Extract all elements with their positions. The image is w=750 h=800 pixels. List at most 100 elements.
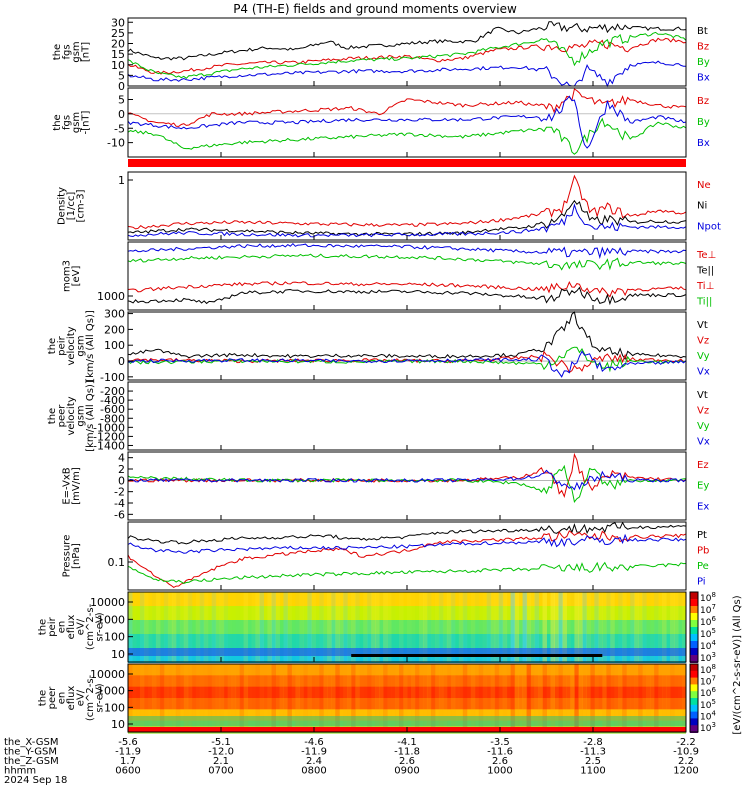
spectrogram-column	[395, 664, 400, 732]
spectrogram-column	[327, 592, 332, 662]
legend-item-Pe: Pe	[697, 561, 709, 572]
y-tick-label: 15	[111, 48, 125, 61]
y-axis-label: -[nT]	[80, 110, 91, 134]
colorbar-segment	[690, 599, 698, 607]
series-line-Vt	[127, 311, 687, 361]
legend-item-Ni: Ni	[697, 201, 707, 212]
spectrogram-column	[215, 592, 221, 662]
y-tick-label: 100	[104, 631, 125, 644]
spectrogram-column	[494, 592, 500, 662]
y-tick-label: 10	[111, 718, 125, 731]
spectrogram-column	[534, 664, 540, 732]
spectrogram-column	[171, 592, 177, 662]
spectrogram-column	[307, 664, 312, 732]
colorbar-segment	[690, 704, 698, 713]
spectrogram-column	[151, 664, 157, 732]
spectrogram-column	[614, 664, 619, 732]
spectrogram-column	[159, 664, 165, 732]
y-tick-label: 300	[104, 308, 125, 321]
spectrogram-column	[458, 592, 464, 662]
spectrogram-column	[243, 664, 249, 732]
spectrogram-column	[179, 592, 185, 662]
spectrogram-column	[442, 592, 448, 662]
y-tick-label: 4	[118, 452, 125, 465]
y-axis-label: sr-eV)	[95, 612, 106, 641]
spectrogram-column	[510, 664, 516, 732]
series-line-Pb	[127, 530, 687, 588]
y-tick-label: 0	[118, 80, 125, 93]
spectrogram-column	[530, 664, 536, 732]
spectrogram-column	[622, 664, 627, 732]
spectrogram-column	[255, 592, 261, 662]
spectrogram-column	[239, 664, 245, 732]
series-line-Pi	[127, 533, 687, 554]
spectrogram-column	[450, 592, 456, 662]
y-tick-label: 10	[111, 59, 125, 72]
y-axis-label: (cm^2-s-	[85, 603, 96, 650]
legend-item-By: By	[697, 117, 710, 128]
spectrogram-band	[128, 592, 686, 607]
spectrogram-column	[375, 592, 380, 662]
panel-9: 10000 1000 100 10 thepeirenefluxeV/(cm^2-s-s…	[38, 591, 687, 663]
spectrogram-column	[315, 592, 320, 662]
panel-10: 10000 1000 100 10 thepeerenefluxeV/(cm^2-s-s…	[38, 663, 687, 734]
spectrogram-column	[323, 664, 328, 732]
y-axis-label: the	[52, 114, 63, 130]
spectrogram-band	[128, 664, 686, 677]
y-tick-label: 100	[104, 339, 125, 352]
x-tick-label: -5.6	[118, 737, 138, 748]
y-axis-label: E=-VxB	[61, 467, 72, 504]
y-axis-label: Density	[57, 187, 68, 225]
spectrogram-column	[590, 592, 595, 662]
spectrogram-column	[470, 664, 476, 732]
y-axis-label: eV/	[76, 689, 87, 706]
spectrogram-column	[167, 664, 173, 732]
colorbar-frame	[689, 591, 699, 663]
spectrogram-column	[211, 592, 217, 662]
spectrogram-column	[155, 664, 161, 732]
x-tick-label: 0600	[115, 766, 140, 777]
spectrogram-column	[128, 592, 133, 662]
spectrogram-column	[155, 592, 161, 662]
spectrogram-column	[231, 664, 237, 732]
spectrogram-column	[211, 664, 217, 732]
spectrogram-column	[323, 592, 328, 662]
y-tick-label: 30	[111, 16, 125, 29]
spectrogram-column	[175, 664, 181, 732]
spectrogram-column	[331, 592, 336, 662]
y-axis-label: the	[52, 44, 63, 60]
spectrogram-column	[387, 592, 392, 662]
spectrogram-column	[642, 664, 647, 732]
spectrogram-column	[303, 664, 308, 732]
spectrogram-column	[387, 664, 392, 732]
red-status-band	[128, 159, 686, 167]
legend-item-Bx: Bx	[697, 73, 710, 84]
spectrogram-column	[351, 664, 356, 732]
spectrogram-column	[514, 664, 520, 732]
y-axis-label: [mV/m]	[71, 467, 82, 505]
spectrogram-column	[151, 592, 157, 662]
panel-frame	[127, 171, 687, 241]
y-axis-label: sr-eV)	[95, 683, 106, 712]
x-tick-label: -11.3	[580, 747, 606, 758]
spectrogram-column	[462, 664, 468, 732]
y-tick-label: -1000	[93, 421, 125, 434]
spectrogram-column	[494, 664, 500, 732]
y-axis-label: [km/s (All Qs)]	[85, 310, 96, 382]
series-line-Bt	[127, 21, 687, 61]
spectrogram-column	[128, 664, 133, 732]
spectrogram-column	[267, 592, 272, 662]
spectrogram-column	[634, 664, 639, 732]
colorbar-segment	[690, 613, 698, 621]
spectrogram-column	[442, 664, 448, 732]
spectrogram-column	[578, 664, 583, 732]
series-line-Vx	[127, 350, 687, 378]
y-tick-label: 1000	[97, 290, 125, 303]
y-axis-label: velocity	[66, 396, 77, 435]
spectrogram-column	[367, 592, 372, 662]
colorbar-segment	[690, 592, 698, 600]
spectrogram-column	[279, 664, 284, 732]
colorbar-segment	[690, 718, 698, 727]
